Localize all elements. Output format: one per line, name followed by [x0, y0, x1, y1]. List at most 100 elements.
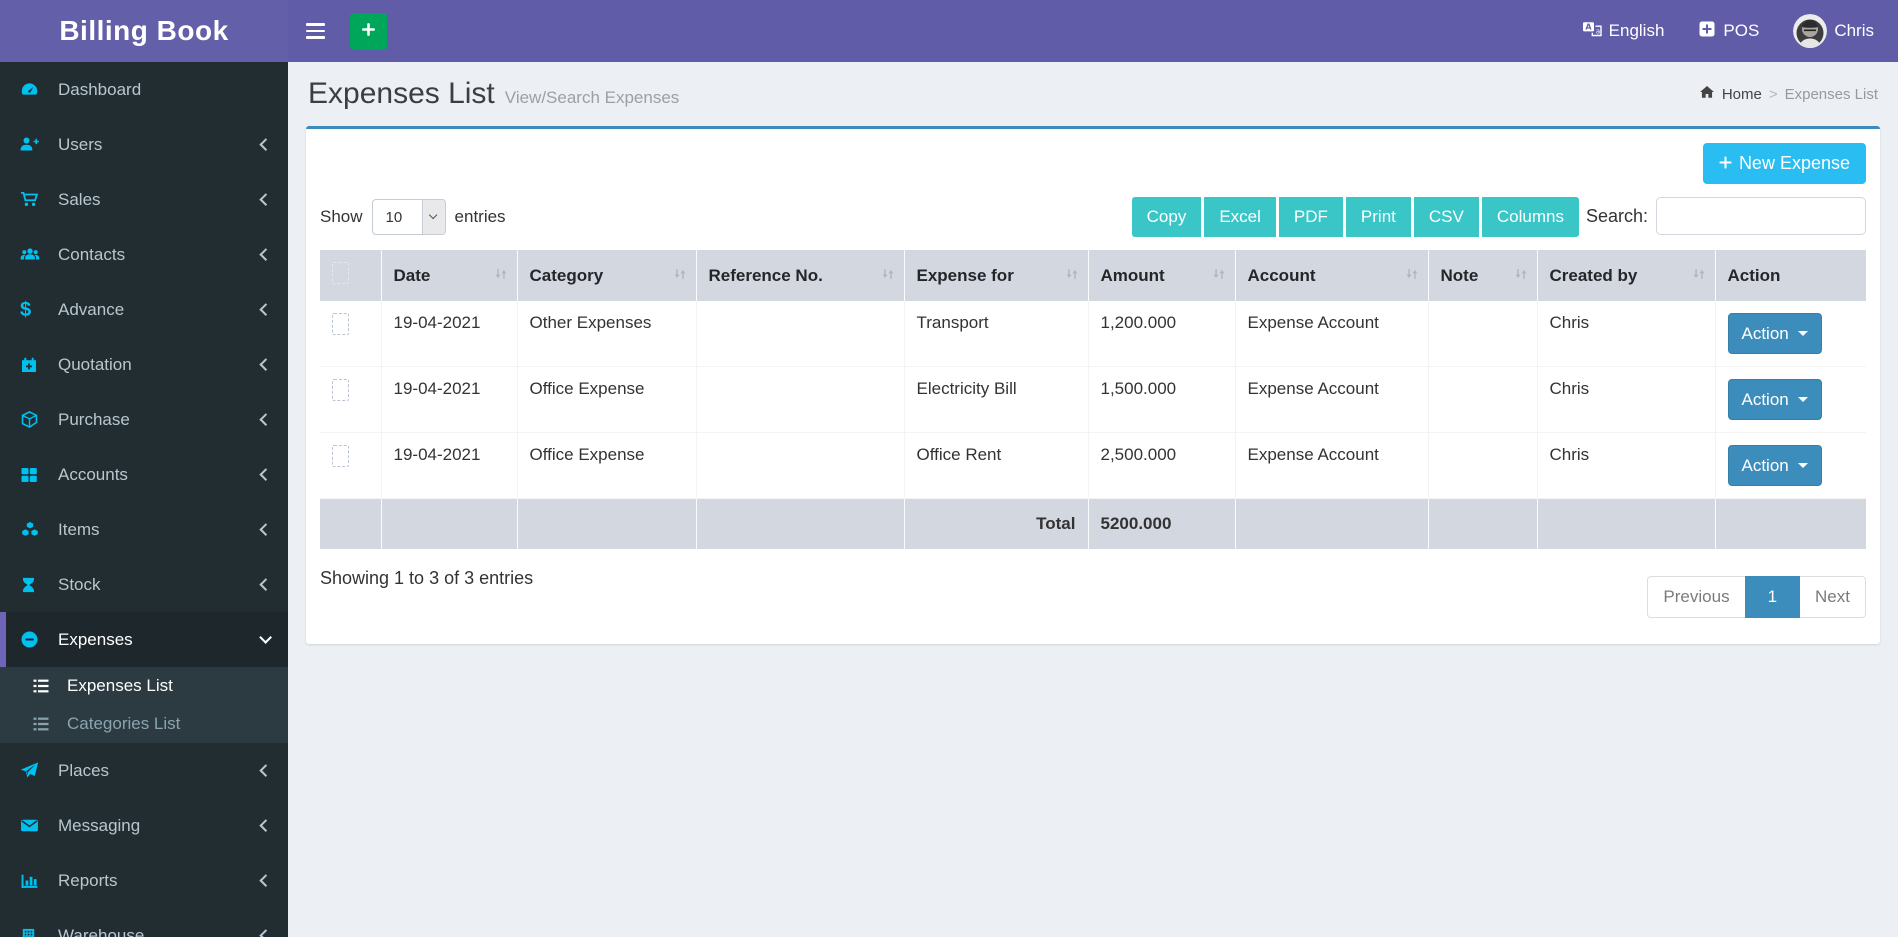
chevron-left-icon	[258, 358, 272, 371]
column-header-reference-no[interactable]: Reference No.	[696, 250, 905, 301]
sort-icon	[881, 266, 895, 286]
svg-text:A: A	[1585, 22, 1592, 31]
column-header-note[interactable]: Note	[1428, 250, 1538, 301]
cell-reference-no	[696, 301, 905, 367]
sidebar-item-users[interactable]: Users	[0, 117, 288, 172]
page-title: Expenses List	[308, 77, 495, 110]
hourglass-icon	[20, 576, 48, 594]
cell-amount: 1,200.000	[1088, 301, 1236, 367]
table-row: 19-04-2021 Other Expenses Transport 1,20…	[320, 301, 1866, 367]
page-number-button[interactable]: 1	[1744, 576, 1801, 618]
cell-expense-for: Transport	[904, 301, 1089, 367]
sidebar-toggle-button[interactable]	[292, 0, 338, 62]
sidebar-item-label: Purchase	[58, 409, 130, 429]
app-logo[interactable]: Billing Book	[0, 0, 288, 62]
sidebar-item-label: Sales	[58, 189, 101, 209]
table-controls: Show 10 entries Copy Excel PDF Print CSV…	[320, 197, 1866, 237]
sort-icon	[673, 266, 687, 286]
bar-chart-icon	[20, 871, 48, 890]
sidebar-item-items[interactable]: Items	[0, 502, 288, 557]
sidebar-item-purchase[interactable]: Purchase	[0, 392, 288, 447]
plus-icon	[361, 22, 376, 40]
sidebar-item-expenses[interactable]: Expenses	[0, 612, 288, 667]
sidebar-item-warehouse[interactable]: Warehouse	[0, 908, 288, 937]
table-row: 19-04-2021 Office Expense Electricity Bi…	[320, 366, 1866, 433]
sidebar-item-label: Quotation	[58, 354, 132, 374]
print-button[interactable]: Print	[1345, 197, 1411, 237]
next-page-button[interactable]: Next	[1799, 576, 1866, 618]
columns-button[interactable]: Columns	[1481, 197, 1579, 237]
new-expense-button[interactable]: New Expense	[1702, 143, 1866, 184]
action-dropdown-button[interactable]: Action	[1727, 379, 1822, 420]
column-header-expense-for[interactable]: Expense for	[904, 250, 1089, 301]
action-dropdown-button[interactable]: Action	[1727, 445, 1822, 486]
envelope-icon	[20, 816, 48, 835]
chevron-left-icon	[258, 819, 272, 832]
export-button-group: Copy Excel PDF Print CSV Columns	[1131, 197, 1579, 237]
cell-date: 19-04-2021	[381, 366, 518, 433]
row-checkbox[interactable]	[332, 379, 349, 401]
sort-icon	[1692, 266, 1706, 286]
excel-button[interactable]: Excel	[1204, 197, 1276, 237]
cell-account: Expense Account	[1235, 432, 1429, 499]
language-menu[interactable]: A a English	[1582, 20, 1664, 43]
sidebar-item-advance[interactable]: $ Advance	[0, 282, 288, 337]
sidebar-item-messaging[interactable]: Messaging	[0, 798, 288, 853]
sidebar-item-accounts[interactable]: Accounts	[0, 447, 288, 502]
breadcrumb-home[interactable]: Home	[1721, 85, 1762, 103]
sidebar-item-label: Expenses	[58, 629, 133, 649]
top-navbar: Billing Book A a English POS	[0, 0, 1898, 62]
cell-note	[1428, 366, 1538, 433]
action-dropdown-button[interactable]: Action	[1727, 313, 1822, 354]
copy-button[interactable]: Copy	[1131, 197, 1202, 237]
pos-button[interactable]: POS	[1698, 20, 1759, 43]
cell-date: 19-04-2021	[381, 432, 518, 499]
avatar	[1793, 14, 1828, 48]
sidebar-item-quotation[interactable]: Quotation	[0, 337, 288, 392]
list-icon	[32, 715, 58, 733]
chevron-left-icon	[258, 874, 272, 887]
chevron-left-icon	[258, 248, 272, 261]
sidebar-item-stock[interactable]: Stock	[0, 557, 288, 612]
page-length-select[interactable]: 10	[371, 199, 446, 235]
sidebar-item-label: Dashboard	[58, 79, 142, 99]
sidebar-subitem-expenses-list[interactable]: Expenses List	[0, 667, 288, 705]
sidebar-subitem-label: Expenses List	[67, 676, 173, 695]
sidebar-item-label: Stock	[58, 574, 101, 594]
row-checkbox[interactable]	[332, 445, 349, 467]
building-icon	[20, 927, 48, 937]
breadcrumb-separator: >	[1768, 85, 1778, 103]
csv-button[interactable]: CSV	[1413, 197, 1479, 237]
caret-down-icon	[1797, 397, 1808, 402]
sidebar-subitem-categories-list[interactable]: Categories List	[0, 705, 288, 743]
user-menu[interactable]: Chris	[1793, 14, 1874, 48]
sidebar-item-places[interactable]: Places	[0, 743, 288, 798]
chevron-left-icon	[258, 138, 272, 151]
sidebar: Dashboard Users Sales Contacts $ Advance…	[0, 62, 288, 937]
cell-created-by: Chris	[1537, 301, 1716, 367]
sidebar-item-dashboard[interactable]: Dashboard	[0, 62, 288, 117]
sidebar-item-label: Accounts	[58, 464, 128, 484]
topbar-right: A a English POS	[1582, 0, 1898, 62]
select-all-checkbox[interactable]	[332, 262, 349, 284]
pdf-button[interactable]: PDF	[1278, 197, 1343, 237]
hamburger-icon	[305, 23, 325, 26]
quick-add-button[interactable]	[350, 12, 387, 50]
minus-circle-icon	[20, 630, 48, 649]
page-length-value: 10	[385, 208, 403, 226]
column-header-created-by[interactable]: Created by	[1537, 250, 1716, 301]
sidebar-item-reports[interactable]: Reports	[0, 853, 288, 908]
column-header-amount[interactable]: Amount	[1088, 250, 1236, 301]
search-input[interactable]	[1656, 197, 1866, 235]
sidebar-item-sales[interactable]: Sales	[0, 172, 288, 227]
cell-date: 19-04-2021	[381, 301, 518, 367]
chevron-left-icon	[258, 413, 272, 426]
column-header-account[interactable]: Account	[1235, 250, 1429, 301]
sidebar-item-contacts[interactable]: Contacts	[0, 227, 288, 282]
column-header-category[interactable]: Category	[517, 250, 697, 301]
home-icon	[1699, 84, 1715, 104]
row-checkbox[interactable]	[332, 313, 349, 335]
column-header-date[interactable]: Date	[381, 250, 518, 301]
search-label: Search:	[1585, 205, 1648, 226]
previous-page-button[interactable]: Previous	[1647, 576, 1746, 618]
